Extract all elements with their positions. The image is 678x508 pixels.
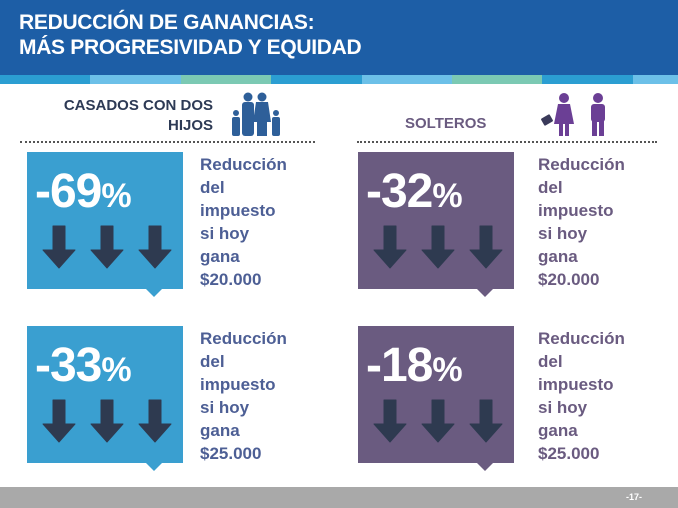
down-arrow-icon: [90, 399, 124, 443]
description-line: $25.000: [538, 444, 600, 463]
reduction-description: Reducción del impuesto si hoy gana $25.000: [538, 327, 668, 465]
percentage-value: -18%: [366, 339, 463, 392]
single-people-icon: [541, 93, 605, 136]
reduction-description: Reducción del impuesto si hoy gana $20.000: [538, 153, 668, 291]
down-arrow-icon: [138, 225, 172, 269]
description-line: del: [200, 352, 225, 371]
description-line: del: [538, 352, 563, 371]
percentage-value: -32%: [366, 165, 463, 218]
down-arrow-icon: [42, 225, 76, 269]
section-label-casados: CASADOS CON DOS HIJOS: [25, 96, 213, 136]
description-line: Reducción: [538, 329, 625, 348]
label-line: CASADOS CON DOS: [63, 97, 213, 114]
color-stripe: [0, 75, 678, 84]
description-line: impuesto: [538, 201, 614, 220]
divider-casados: [20, 141, 315, 143]
description-line: gana: [538, 247, 578, 266]
section-label-solteros: SOLTEROS: [405, 115, 487, 132]
title-line-1: REDUCCIÓN DE GANANCIAS:: [19, 11, 315, 34]
title-line-2: MÁS PROGRESIVIDAD Y EQUIDAD: [19, 36, 362, 59]
down-arrow-icon: [469, 225, 503, 269]
down-arrow-icon: [90, 225, 124, 269]
description-line: Reducción: [200, 155, 287, 174]
description-line: $20.000: [200, 270, 262, 289]
description-line: si hoy: [200, 224, 250, 243]
description-line: Reducción: [538, 155, 625, 174]
description-line: gana: [538, 421, 578, 440]
description-line: gana: [200, 421, 240, 440]
description-line: del: [538, 178, 563, 197]
description-line: impuesto: [200, 201, 276, 220]
description-line: si hoy: [538, 224, 588, 243]
reduction-card: -32%: [358, 152, 514, 297]
description-line: impuesto: [200, 375, 276, 394]
description-line: $20.000: [538, 270, 600, 289]
description-line: del: [200, 178, 225, 197]
description-line: $25.000: [200, 444, 262, 463]
reduction-card: -18%: [358, 326, 514, 471]
divider-solteros: [357, 141, 657, 143]
down-arrow-icon: [373, 399, 407, 443]
reduction-card: -69%: [27, 152, 183, 297]
reduction-card: -33%: [27, 326, 183, 471]
footer-bar: [0, 487, 678, 508]
family-icon: [232, 92, 280, 136]
label-line: HIJOS: [167, 117, 213, 134]
page-number: -17-: [626, 492, 643, 502]
description-line: si hoy: [538, 398, 588, 417]
down-arrow-icon: [421, 399, 455, 443]
description-line: impuesto: [538, 375, 614, 394]
description-line: gana: [200, 247, 240, 266]
reduction-description: Reducción del impuesto si hoy gana $20.000: [200, 153, 330, 291]
reduction-description: Reducción del impuesto si hoy gana $25.000: [200, 327, 330, 465]
percentage-value: -33%: [35, 339, 132, 392]
slide-header: REDUCCIÓN DE GANANCIAS: MÁS PROGRESIVIDA…: [0, 0, 678, 75]
down-arrow-icon: [138, 399, 172, 443]
down-arrow-icon: [421, 225, 455, 269]
down-arrow-icon: [42, 399, 76, 443]
description-line: si hoy: [200, 398, 250, 417]
down-arrow-icon: [469, 399, 503, 443]
down-arrow-icon: [373, 225, 407, 269]
description-line: Reducción: [200, 329, 287, 348]
percentage-value: -69%: [35, 165, 132, 218]
